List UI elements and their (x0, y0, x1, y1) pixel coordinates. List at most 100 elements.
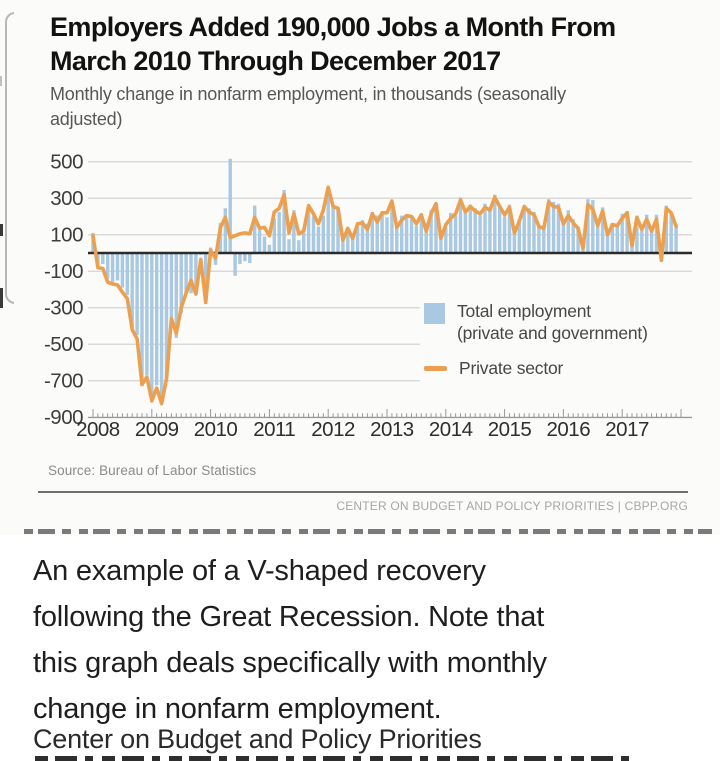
total-employment-bar (561, 221, 566, 253)
total-employment-bar (507, 204, 512, 253)
total-employment-bar (645, 214, 649, 253)
total-employment-bar (267, 244, 272, 253)
total-employment-bar (468, 204, 472, 253)
edge-artifact-mark (0, 224, 3, 236)
legend-label-total-line2: (private and government) (457, 323, 648, 343)
total-employment-bar (169, 253, 174, 318)
total-employment-bar (159, 253, 164, 399)
total-employment-bar (204, 253, 208, 305)
total-employment-bar (488, 208, 492, 253)
total-employment-bar (135, 253, 139, 336)
y-axis-tick-label: 100 (50, 223, 83, 246)
total-employment-bar (478, 215, 482, 253)
x-axis-year-label: 2012 (311, 418, 355, 441)
total-employment-bar (262, 236, 267, 253)
chart-title-line1: Employers Added 190,000 Jobs a Month Fro… (50, 12, 616, 42)
edge-artifact-mark (0, 76, 2, 86)
total-employment-bar (444, 226, 448, 253)
y-axis-tick-label: 500 (50, 150, 83, 173)
y-axis-tick-label: -900 (44, 406, 83, 429)
total-employment-bar (419, 216, 423, 253)
total-employment-bar (282, 190, 286, 253)
chart-title-line2: March 2010 Through December 2017 (50, 46, 501, 76)
total-employment-bar (610, 222, 615, 253)
total-employment-bar (145, 253, 149, 376)
total-employment-bar (174, 253, 178, 338)
total-employment-bar (458, 197, 463, 253)
total-employment-bar (414, 225, 419, 253)
caption-attribution: Center on Budget and Policy Priorities (33, 724, 482, 754)
divider-line (38, 491, 688, 493)
x-axis-year-label: 2011 (253, 418, 295, 441)
y-axis-tick-label: -300 (44, 296, 83, 319)
source-note: Source: Bureau of Labor Statistics (48, 463, 257, 478)
total-employment-bar (385, 217, 389, 253)
total-employment-bar (184, 253, 188, 293)
total-employment-bar (130, 253, 134, 328)
total-employment-bar (576, 226, 580, 253)
chart-card: Employers Added 190,000 Jobs a Month Fro… (24, 12, 712, 534)
caption-line: change in nonfarm employment. (33, 693, 442, 725)
chart-subtitle-line2: adjusted) (50, 109, 123, 129)
total-employment-bar (517, 219, 521, 253)
total-employment-bar (395, 227, 399, 253)
total-employment-bar (409, 216, 414, 253)
total-employment-bar (257, 230, 262, 253)
total-employment-bar (326, 190, 330, 253)
legend-label-total: Total employment (private and government… (457, 300, 648, 344)
total-employment-bar (140, 253, 144, 387)
total-employment-bar (493, 194, 497, 253)
total-employment-bar (463, 211, 468, 253)
adjacent-card-edge (0, 12, 14, 304)
total-employment-bar (287, 239, 291, 253)
total-employment-bar (189, 253, 193, 294)
total-employment-bar (532, 211, 536, 253)
caption: An example of a V-shaped recovery follow… (33, 548, 701, 732)
total-employment-bar (434, 202, 438, 253)
x-axis-year-label: 2008 (76, 418, 120, 441)
total-employment-bar (101, 253, 105, 264)
x-axis-year-label: 2016 (546, 418, 590, 441)
adjacent-card-border (5, 12, 14, 304)
chart-legend: Total employment (private and government… (420, 296, 694, 383)
footer-credit: CENTER ON BUDGET AND POLICY PRIORITIES |… (336, 499, 688, 513)
total-employment-bar (630, 243, 634, 253)
total-employment-bar (400, 215, 404, 253)
chart-subtitle-line1: Monthly change in nonfarm employment, in… (50, 84, 566, 104)
total-employment-bar (150, 253, 154, 396)
total-employment-bar (483, 203, 487, 253)
total-employment-bar (635, 215, 639, 253)
total-employment-bar (556, 203, 561, 253)
total-employment-bar (336, 209, 340, 253)
total-employment-swatch-icon (424, 303, 445, 324)
total-employment-bar (277, 211, 281, 253)
total-employment-bar (429, 210, 433, 253)
total-employment-bar (620, 213, 624, 253)
private-sector-line-icon (424, 365, 447, 371)
total-employment-bar (110, 253, 115, 283)
total-employment-bar (664, 205, 668, 253)
total-employment-bar (571, 219, 575, 253)
total-employment-bar (502, 216, 507, 253)
total-employment-bar (522, 205, 526, 253)
x-axis-year-label: 2014 (429, 418, 473, 441)
caption-line: An example of a V-shaped recovery (33, 555, 486, 587)
caption-line: following the Great Recession. Note that (33, 601, 545, 633)
total-employment-bar (615, 224, 619, 253)
cropped-text-artifact-bottom (35, 756, 635, 761)
total-employment-bar (551, 201, 556, 253)
x-axis-year-label: 2013 (370, 418, 414, 441)
total-employment-bar (106, 253, 110, 279)
total-employment-bar (380, 213, 384, 253)
total-employment-bar (669, 213, 673, 253)
total-employment-bar (596, 221, 600, 253)
total-employment-bar (537, 225, 541, 253)
total-employment-bar (600, 207, 605, 253)
total-employment-bar (605, 230, 610, 253)
total-employment-bar (390, 201, 394, 253)
total-employment-bar (194, 253, 198, 290)
total-employment-bar (179, 253, 183, 314)
total-employment-bar (375, 215, 379, 253)
total-employment-bar (253, 205, 257, 253)
